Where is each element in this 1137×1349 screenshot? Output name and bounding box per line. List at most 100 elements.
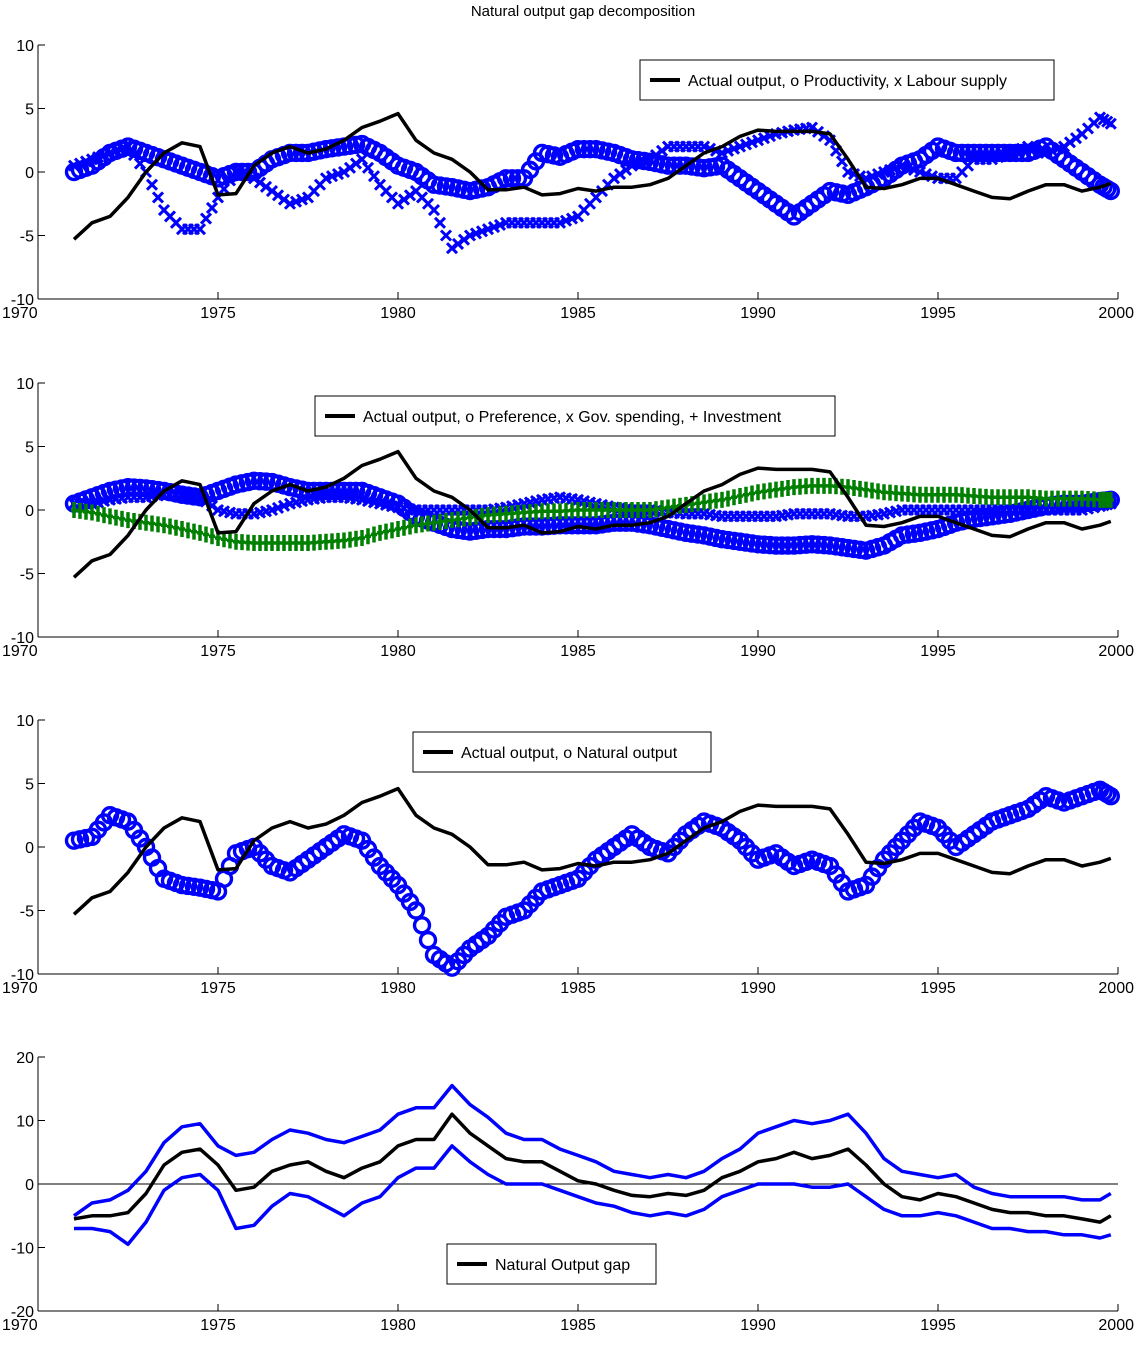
legend-box bbox=[446, 1243, 657, 1285]
point-investment bbox=[503, 505, 509, 522]
x-tick-label: 1990 bbox=[740, 980, 776, 997]
point-investment bbox=[1007, 489, 1013, 506]
point-investment bbox=[593, 502, 599, 518]
x-tick-label: 1970 bbox=[2, 643, 38, 660]
point-preference bbox=[784, 536, 804, 555]
point-preference bbox=[244, 471, 264, 490]
point-investment bbox=[635, 502, 641, 518]
legend-label: Actual output, o Productivity, x Labour … bbox=[688, 73, 1007, 90]
x-tick-label: 1980 bbox=[380, 643, 416, 660]
y-tick-label: -10 bbox=[11, 630, 34, 647]
y-tick-label: -20 bbox=[11, 1304, 34, 1321]
point-investment bbox=[389, 522, 395, 539]
point-investment bbox=[587, 502, 593, 518]
series-lower bbox=[74, 1144, 1112, 1247]
point-investment bbox=[209, 528, 215, 545]
point-investment bbox=[377, 524, 383, 541]
point-investment bbox=[629, 502, 635, 518]
point-investment bbox=[779, 480, 785, 497]
point-investment bbox=[857, 480, 863, 497]
point-investment bbox=[893, 485, 899, 502]
series-line-actual bbox=[72, 111, 1112, 241]
point-investment bbox=[701, 494, 707, 511]
y-tick-label: 10 bbox=[16, 376, 34, 393]
point-investment bbox=[1019, 489, 1025, 506]
point-investment bbox=[1055, 490, 1061, 507]
series-line-gap bbox=[73, 1112, 1112, 1224]
point-preference bbox=[772, 536, 792, 555]
point-investment bbox=[299, 535, 305, 552]
point-investment bbox=[941, 486, 947, 503]
point-investment bbox=[197, 524, 203, 541]
point-investment bbox=[179, 521, 185, 538]
point-investment bbox=[89, 504, 95, 521]
x-tick-label: 1980 bbox=[380, 1317, 416, 1334]
point-investment bbox=[827, 477, 833, 494]
point-investment bbox=[443, 513, 449, 530]
point-investment bbox=[239, 534, 245, 551]
legend-label: Actual output, o Natural output bbox=[461, 745, 678, 762]
point-investment bbox=[809, 477, 815, 494]
x-tick-label: 1985 bbox=[560, 1317, 596, 1334]
x-tick-label: 2000 bbox=[1098, 1317, 1134, 1334]
point-investment bbox=[491, 506, 497, 523]
legend-box bbox=[412, 731, 712, 773]
y-tick-label: 0 bbox=[25, 1177, 34, 1194]
x-tick-label: 1995 bbox=[920, 643, 956, 660]
y-tick-label: -5 bbox=[20, 904, 34, 921]
point-investment bbox=[425, 515, 431, 532]
point-productivity bbox=[658, 156, 678, 175]
point-investment bbox=[1031, 489, 1037, 506]
point-preference bbox=[250, 472, 270, 491]
point-investment bbox=[407, 518, 413, 535]
x-tick-label: 1975 bbox=[200, 643, 236, 660]
x-tick-label: 1970 bbox=[2, 305, 38, 322]
point-investment bbox=[929, 486, 935, 503]
point-investment bbox=[125, 512, 131, 529]
point-investment bbox=[881, 484, 887, 501]
point-investment bbox=[461, 510, 467, 527]
point-investment bbox=[413, 517, 419, 534]
point-investment bbox=[287, 535, 293, 552]
point-investment bbox=[719, 491, 725, 508]
point-investment bbox=[989, 489, 995, 506]
point-labour bbox=[217, 182, 231, 195]
point-investment bbox=[749, 485, 755, 502]
y-tick-label: -10 bbox=[11, 967, 34, 984]
legend: Actual output, o Natural output bbox=[412, 731, 712, 773]
point-investment bbox=[497, 506, 503, 523]
point-preference bbox=[256, 472, 276, 491]
point-investment bbox=[935, 486, 941, 503]
point-labour bbox=[439, 229, 453, 242]
point-labour bbox=[121, 140, 135, 153]
point-preference bbox=[754, 535, 774, 554]
point-labour bbox=[223, 174, 237, 187]
point-investment bbox=[449, 512, 455, 529]
point-investment bbox=[971, 488, 977, 505]
figure-title: Natural output gap decomposition bbox=[471, 3, 695, 20]
point-investment bbox=[293, 535, 299, 552]
point-investment bbox=[527, 504, 533, 521]
series-line-lower bbox=[74, 1144, 1112, 1247]
point-investment bbox=[485, 507, 491, 524]
point-investment bbox=[329, 533, 335, 550]
point-preference bbox=[814, 535, 834, 555]
point-natural bbox=[406, 901, 426, 920]
point-labour bbox=[1104, 117, 1117, 130]
legend-box bbox=[314, 395, 836, 437]
point-investment bbox=[113, 509, 119, 526]
panel-1: -10 -5 0 5 10 1970 1975 1980 1985 1990 1995 2000 Act… bbox=[2, 38, 1134, 322]
point-investment bbox=[605, 502, 611, 518]
y-tick-label: 10 bbox=[16, 38, 34, 55]
point-investment bbox=[797, 478, 803, 495]
point-investment bbox=[581, 502, 587, 518]
point-investment bbox=[185, 522, 191, 539]
x-tick-label: 1990 bbox=[740, 305, 776, 322]
x-tick-label: 2000 bbox=[1098, 980, 1134, 997]
series-line-upper bbox=[72, 1083, 1112, 1218]
panel-4: -20 -10 0 10 20 1970 1975 1980 1985 1990 1995 2000 N… bbox=[2, 1050, 1134, 1334]
point-preference bbox=[760, 535, 780, 555]
point-investment bbox=[731, 489, 737, 506]
